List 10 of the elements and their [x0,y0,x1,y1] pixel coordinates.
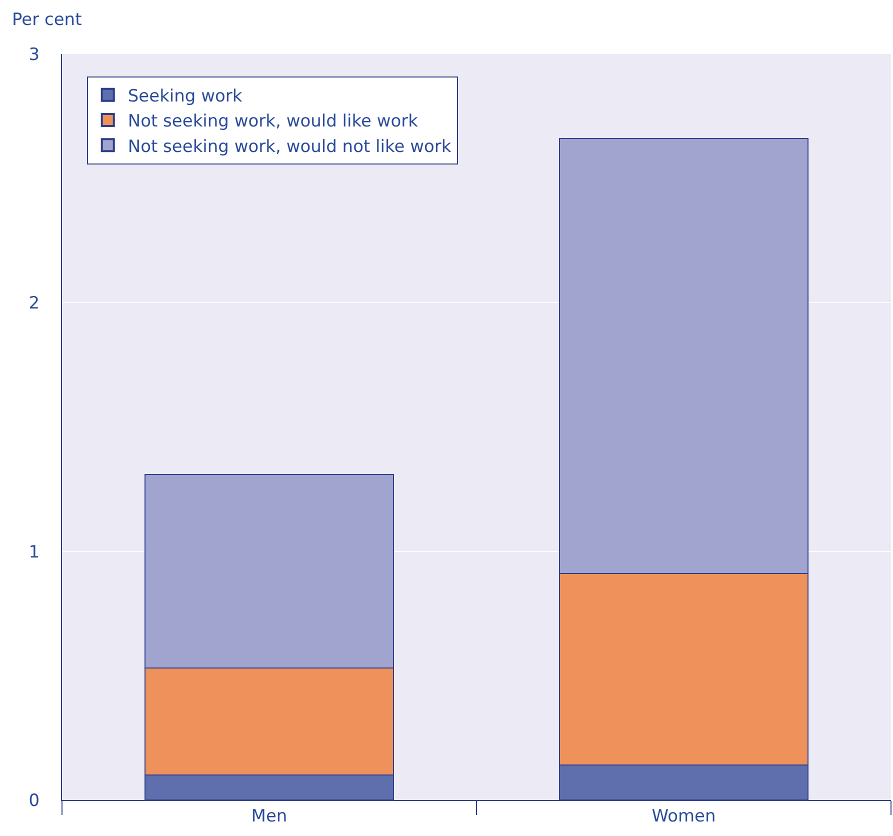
y-tick-label: 0 [28,790,40,811]
y-tick-label: 3 [28,44,40,65]
y-axis-title: Per cent [12,10,82,30]
legend-label: Not seeking work, would like work [128,112,418,132]
y-tick-label: 2 [28,294,40,314]
legend-label: Seeking work [128,86,242,107]
x-tick-label: Women [652,806,716,826]
x-tick-label: Men [251,806,288,826]
legend-label: Not seeking work, would not like work [128,136,452,157]
y-tick-label: 1 [28,542,40,562]
